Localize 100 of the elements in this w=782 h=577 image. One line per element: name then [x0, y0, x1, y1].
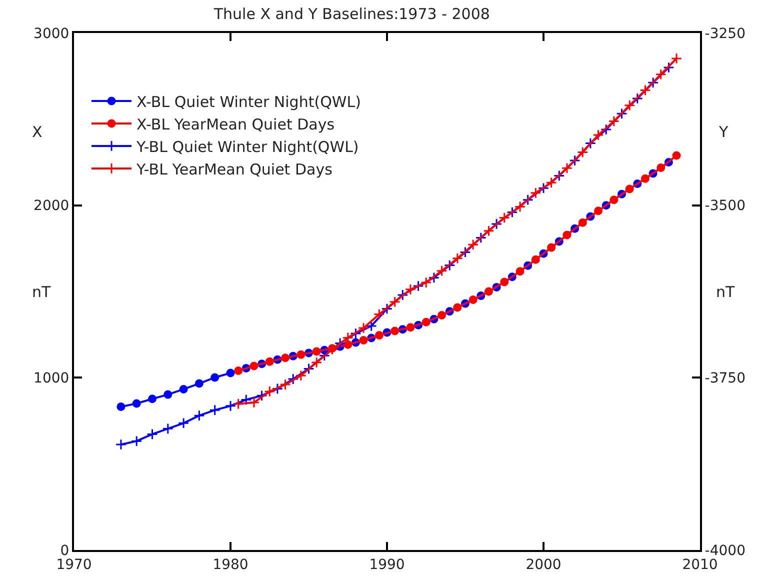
point — [256, 390, 268, 402]
point — [506, 206, 518, 218]
point — [530, 187, 542, 199]
point — [562, 230, 572, 240]
point — [374, 331, 384, 340]
y2-tick-label: -3250 — [704, 26, 746, 42]
point — [592, 129, 604, 141]
point — [287, 373, 299, 385]
point — [265, 357, 274, 366]
point — [310, 356, 322, 368]
point — [554, 170, 565, 182]
point — [130, 435, 142, 447]
point — [358, 322, 370, 334]
point — [374, 308, 385, 320]
y2-axis-title: Y — [718, 123, 729, 141]
point — [344, 340, 352, 349]
point — [404, 284, 416, 296]
point — [475, 232, 487, 244]
point — [281, 354, 290, 362]
point — [303, 363, 314, 374]
point — [334, 338, 346, 349]
legend-label: X-BL YearMean Quiet Days — [136, 115, 335, 134]
legend-label: X-BL Quiet Winter Night(QWL) — [136, 92, 361, 111]
point — [412, 280, 424, 292]
point — [624, 100, 636, 112]
point — [389, 296, 400, 308]
point — [390, 326, 400, 336]
point — [663, 62, 674, 74]
point — [240, 394, 252, 406]
point — [483, 225, 494, 236]
point — [672, 151, 681, 160]
point — [600, 124, 612, 136]
point — [224, 400, 236, 412]
point — [116, 402, 126, 412]
point — [647, 76, 659, 88]
y2-tick-label: -3500 — [704, 198, 746, 214]
text: nT — [716, 283, 736, 301]
x-tick-label: 2010 — [682, 556, 718, 573]
point — [115, 438, 127, 450]
point — [194, 410, 205, 422]
point — [146, 428, 158, 440]
point — [468, 296, 478, 304]
point — [547, 243, 556, 252]
y2-tick-label: -4000 — [704, 542, 746, 559]
point — [250, 362, 258, 370]
point — [234, 366, 243, 376]
point — [484, 287, 493, 296]
point — [366, 320, 377, 332]
x-tick-label: 2000 — [526, 556, 562, 573]
point — [516, 267, 524, 276]
point — [178, 418, 190, 429]
point — [538, 182, 550, 194]
point — [656, 164, 666, 172]
point — [132, 399, 141, 408]
point — [514, 201, 526, 212]
point — [576, 146, 588, 158]
point — [162, 423, 174, 434]
point — [179, 384, 188, 394]
x-tick-label: 1980 — [212, 556, 248, 573]
point — [616, 108, 628, 120]
point — [490, 218, 502, 230]
y-tick-label: 1000 — [34, 370, 70, 387]
point — [422, 318, 430, 326]
point — [248, 396, 260, 408]
point — [209, 404, 220, 416]
point — [561, 162, 573, 174]
point — [531, 255, 540, 264]
point — [436, 265, 448, 276]
point — [359, 336, 368, 345]
text: nT — [32, 283, 52, 301]
point — [578, 218, 587, 227]
point — [296, 350, 306, 359]
point — [467, 238, 479, 250]
point — [655, 68, 667, 80]
point — [453, 303, 462, 312]
point — [569, 154, 580, 166]
point — [350, 328, 362, 340]
y-axis-title: X — [32, 123, 42, 141]
point — [500, 278, 509, 286]
chart-title: Thule X and Y Baselines:1973 - 2008 — [212, 5, 490, 24]
y2-tick-label: -3750 — [704, 370, 746, 387]
point — [640, 174, 650, 183]
point — [522, 194, 534, 206]
y-tick-label: 2000 — [34, 198, 70, 214]
point — [584, 138, 596, 149]
point — [632, 92, 644, 104]
point — [148, 394, 156, 404]
y-tick-label: 3000 — [34, 26, 70, 42]
point — [452, 252, 464, 264]
point — [670, 52, 682, 64]
point — [420, 276, 432, 288]
x-tick-label: 1970 — [56, 556, 92, 573]
point — [232, 398, 244, 410]
point — [381, 303, 393, 314]
point — [280, 378, 291, 390]
point — [406, 323, 415, 332]
point — [438, 311, 446, 320]
y-tick-label: 0 — [60, 542, 70, 559]
point — [210, 373, 220, 382]
point — [272, 383, 284, 394]
